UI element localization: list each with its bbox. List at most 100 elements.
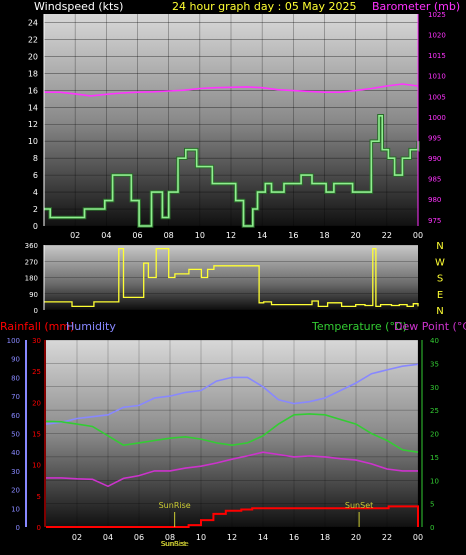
rain-y-tick: 25 [32, 368, 41, 376]
wind-y-tick: 22 [28, 35, 38, 44]
direction-series-line [44, 247, 419, 308]
wind-y-tick: 2 [33, 205, 38, 214]
rain-y-tick: 20 [32, 399, 41, 407]
sun-annotation-label: SunSet [345, 501, 373, 510]
temp-x-tick: 12 [227, 533, 237, 542]
temp-y-tick: 15 [430, 454, 439, 462]
graph-title: 24 hour graph day : 05 May 2025 [172, 0, 357, 13]
temp-x-tick: 16 [289, 533, 299, 542]
humidity-label: Humidity [66, 320, 116, 333]
direction-compass-letter: N [436, 241, 443, 252]
rain-y-tick: 5 [37, 493, 41, 501]
rain-y-tick: 30 [32, 337, 41, 345]
barometer-y-tick: 1000 [428, 114, 446, 122]
wind-y-tick: 18 [28, 69, 38, 78]
windspeed-label: Windspeed (kts) [34, 0, 124, 13]
humidity-y-tick: 20 [11, 487, 20, 495]
wind-y-tick: 14 [28, 103, 38, 112]
barometer-y-tick: 1015 [428, 52, 446, 60]
temp-x-tick: 22 [382, 533, 392, 542]
temp-y-tick: 40 [430, 337, 439, 345]
rain-y-tick: 15 [32, 431, 41, 439]
humidity-y-tick: 10 [11, 505, 20, 513]
wind-y-tick: 12 [28, 120, 38, 129]
humidity-y-tick: 40 [11, 449, 20, 457]
wind-x-tick: 04 [101, 231, 111, 240]
wind-x-tick: 02 [70, 231, 80, 240]
humidity-y-tick: 90 [11, 356, 20, 364]
rain-y-tick: 0 [37, 524, 41, 532]
temp-x-tick: 04 [103, 533, 113, 542]
barometer-y-tick: 990 [428, 155, 441, 163]
sun-annotation-label: SunRise [159, 501, 191, 510]
wind-x-tick: 14 [257, 231, 267, 240]
wind-x-tick: 00 [413, 231, 423, 240]
temp-x-tick: 00 [413, 533, 423, 542]
temp-x-tick: 18 [320, 533, 330, 542]
temp-y-tick: 5 [430, 501, 434, 509]
humidity-y-tick: 60 [11, 412, 20, 420]
barometer-y-tick: 1005 [428, 93, 446, 101]
barometer-y-tick: 975 [428, 217, 441, 225]
wind-x-tick: 16 [288, 231, 298, 240]
direction-compass-letter: S [437, 274, 443, 285]
temp-x-tick: 06 [134, 533, 144, 542]
temperature-series-line [45, 413, 419, 453]
direction-y-tick: 0 [34, 307, 38, 315]
barometer-y-tick: 985 [428, 176, 441, 184]
barometer-y-tick: 995 [428, 134, 441, 142]
barometer-y-tick: 1020 [428, 32, 446, 40]
humidity-y-tick: 100 [7, 337, 20, 345]
humidity-y-tick: 0 [16, 524, 20, 532]
humidity-y-tick: 70 [11, 393, 20, 401]
direction-compass-letter: W [435, 257, 445, 268]
wind-y-tick: 20 [28, 52, 38, 61]
temp-y-tick: 25 [430, 407, 439, 415]
wind-y-tick: 10 [28, 137, 38, 146]
temp-x-tick: 20 [351, 533, 361, 542]
humidity-y-tick: 30 [11, 468, 20, 476]
barometer-y-tick: 1010 [428, 73, 446, 81]
barometer-label: Barometer (mb) [372, 0, 461, 13]
wind-x-tick: 20 [351, 231, 361, 240]
direction-y-tick: 90 [29, 291, 38, 299]
wind-x-tick: 10 [195, 231, 205, 240]
temp-x-tick: 08 [165, 533, 175, 542]
wind-y-tick: 6 [33, 171, 38, 180]
windspeed-series-line [44, 115, 419, 227]
humidity-y-tick: 80 [11, 374, 20, 382]
temp-y-tick: 30 [430, 384, 439, 392]
wind-y-tick: 4 [33, 188, 38, 197]
wind-x-tick: 18 [319, 231, 329, 240]
temp-x-tick: 14 [258, 533, 268, 542]
direction-y-tick: 270 [25, 258, 38, 266]
humidity-y-tick: 50 [11, 431, 20, 439]
direction-y-tick: 180 [25, 275, 38, 283]
barometer-y-tick: 1025 [428, 11, 446, 19]
wind-x-tick: 12 [226, 231, 236, 240]
wind-x-tick: 08 [164, 231, 174, 240]
temp-x-tick: 02 [72, 533, 82, 542]
sun-bottom-label: SunRise [161, 540, 189, 548]
temp-y-tick: 0 [430, 524, 434, 532]
temp-y-tick: 20 [430, 431, 439, 439]
barometer-y-tick: 980 [428, 196, 441, 204]
dewpoint-label: Dew Point (°C) [394, 320, 466, 333]
rainfall-series-line [46, 505, 419, 528]
temp-y-tick: 10 [430, 477, 439, 485]
temp-y-tick: 35 [430, 360, 439, 368]
direction-compass-letter: E [437, 290, 443, 301]
temperature-label: Temperature (°C) [312, 320, 407, 333]
humidity-series-line [45, 363, 419, 425]
direction-compass-letter: N [436, 306, 443, 317]
temp-x-tick: 10 [196, 533, 206, 542]
wind-y-tick: 16 [28, 86, 38, 95]
direction-y-tick: 360 [25, 242, 38, 250]
wind-y-tick: 24 [28, 18, 38, 27]
temp-plot-area [46, 340, 418, 527]
rain-y-tick: 10 [32, 462, 41, 470]
wind-x-tick: 22 [382, 231, 392, 240]
wind-y-tick: 8 [33, 154, 38, 163]
wind-y-tick: 0 [33, 222, 38, 231]
